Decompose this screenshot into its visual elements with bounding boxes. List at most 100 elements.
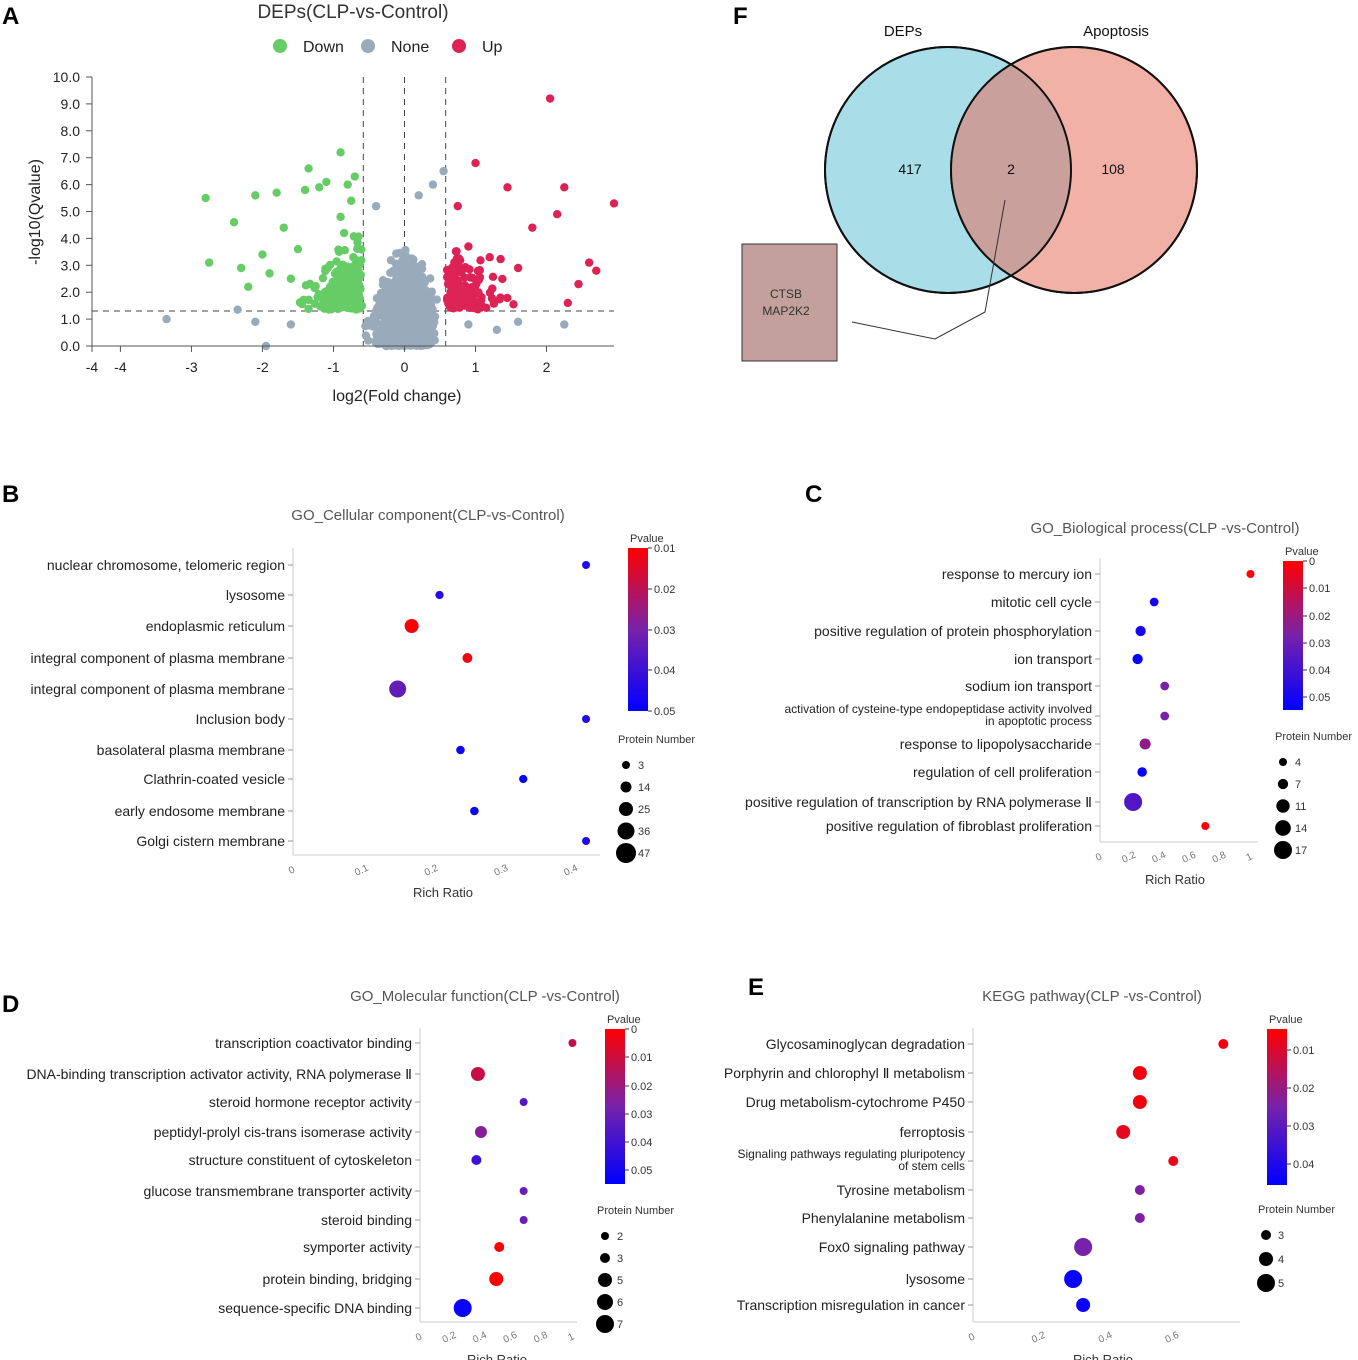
- category-label: Inclusion body: [195, 711, 285, 727]
- point-none: [391, 310, 401, 319]
- point-none: [428, 180, 438, 189]
- point-down: [316, 302, 325, 311]
- point-none: [409, 327, 419, 336]
- point-none: [418, 272, 427, 282]
- point-down: [321, 266, 330, 276]
- bubble: [435, 590, 444, 600]
- category-label: response to lipopolysaccharide: [900, 736, 1092, 752]
- chart-title: KEGG pathway(CLP -vs-Control): [982, 988, 1202, 1005]
- size-legend-label: Protein Number: [1258, 1204, 1335, 1216]
- size-legend-label: Protein Number: [1275, 731, 1352, 743]
- point-none: [391, 259, 401, 268]
- category-label: Phenylalanine metabolism: [802, 1210, 965, 1226]
- category-label: Signaling pathways regulating pluripoten…: [738, 1147, 965, 1161]
- bubble: [470, 1067, 485, 1081]
- colorbar-tick-label: 0.01: [1293, 1045, 1314, 1057]
- point-none: [382, 310, 392, 319]
- point-none: [439, 166, 448, 176]
- point-down: [354, 304, 364, 313]
- category-label: of stem cells: [898, 1159, 965, 1173]
- category-label: positive regulation of transcription by …: [745, 794, 1092, 810]
- point-down: [272, 188, 281, 197]
- colorbar-tick-label: 0.03: [631, 1109, 652, 1121]
- point-up: [560, 183, 569, 192]
- point-up: [485, 253, 494, 262]
- point-down: [350, 265, 359, 275]
- point-none: [492, 325, 502, 335]
- x-axis-label: Rich Ratio: [413, 885, 473, 900]
- colorbar-tick-label: 0.02: [1309, 611, 1330, 623]
- bubble: [494, 1242, 505, 1252]
- size-legend-circle: [597, 1294, 613, 1310]
- point-down: [201, 193, 210, 203]
- bubble: [1160, 711, 1170, 721]
- bubble: [470, 806, 479, 816]
- size-legend-circle: [619, 802, 633, 816]
- bubble: [1149, 597, 1159, 607]
- point-down: [341, 295, 351, 304]
- point-down: [236, 263, 246, 273]
- point-none: [414, 191, 423, 200]
- point-none: [421, 312, 430, 321]
- point-up: [528, 223, 537, 232]
- point-none: [560, 320, 569, 329]
- venn-gene-2: MAP2K2: [762, 304, 810, 318]
- x-axis-label: Rich Ratio: [1073, 1352, 1133, 1360]
- bubble: [519, 1098, 528, 1106]
- bubble: [1064, 1270, 1083, 1288]
- x-tick-label: 0.1: [353, 863, 371, 879]
- bubble: [1132, 653, 1143, 665]
- category-label: early endosome membrane: [115, 803, 286, 819]
- panel-letter-b: B: [2, 481, 19, 508]
- point-down: [347, 196, 356, 205]
- size-legend-circle: [1277, 778, 1289, 790]
- bubble: [568, 1039, 577, 1047]
- go-molecular-function-plot: GO_Molecular function(CLP -vs-Control) 0 0…: [26, 988, 674, 1360]
- volcano-plot: DEPs(CLP-vs-Control) Down None Up 0.0 1.0 2.…: [27, 2, 619, 405]
- colorbar-tick-label: 0.05: [1309, 692, 1330, 704]
- point-down: [325, 282, 335, 292]
- point-none: [390, 327, 400, 336]
- legend-label-down: Down: [303, 39, 344, 56]
- point-none: [286, 320, 296, 329]
- point-down: [204, 258, 214, 267]
- x-tick-label: -2: [256, 359, 269, 375]
- x-tick-label: -3: [185, 359, 198, 375]
- point-up: [465, 265, 474, 274]
- x-tick-label: 0: [1094, 851, 1104, 864]
- colorbar-tick-label: 0.04: [1309, 665, 1330, 677]
- category-label: basolateral plasma membrane: [97, 742, 286, 758]
- point-up: [464, 242, 473, 251]
- panel-letter-d: D: [2, 991, 19, 1018]
- bubble: [582, 561, 591, 569]
- point-none: [386, 285, 395, 294]
- x-tick-label: 0.3: [493, 863, 511, 879]
- point-up: [471, 158, 480, 168]
- legend-marker-up: [452, 39, 466, 53]
- point-none: [372, 318, 381, 327]
- size-legend-circle: [620, 781, 632, 793]
- point-down: [341, 288, 350, 297]
- point-none: [371, 201, 381, 211]
- panel-letter-a: A: [2, 3, 19, 30]
- point-down: [353, 244, 362, 254]
- point-up: [584, 258, 594, 267]
- bubble: [1132, 1066, 1147, 1080]
- point-up: [503, 293, 512, 303]
- size-legend-label: Protein Number: [597, 1205, 674, 1217]
- colorbar-tick-label: 0.05: [654, 706, 675, 718]
- point-down: [279, 223, 288, 232]
- point-none: [398, 275, 408, 284]
- venn-diagram: DEPs Apoptosis 417 2 108 CTSB MAP2K2: [741, 23, 1198, 362]
- point-down: [293, 244, 303, 254]
- point-none: [233, 305, 242, 314]
- kegg-pathway-plot: KEGG pathway(CLP -vs-Control) 0 0.2 0.4 0.6 R…: [724, 988, 1335, 1360]
- point-up: [474, 274, 484, 284]
- size-legend-value: 7: [1295, 779, 1301, 791]
- colorbar-tick-label: 0.02: [631, 1081, 652, 1093]
- point-up: [448, 264, 458, 274]
- colorbar: [1267, 1029, 1287, 1185]
- point-up: [495, 295, 504, 304]
- point-down: [301, 281, 311, 290]
- point-up: [592, 266, 601, 275]
